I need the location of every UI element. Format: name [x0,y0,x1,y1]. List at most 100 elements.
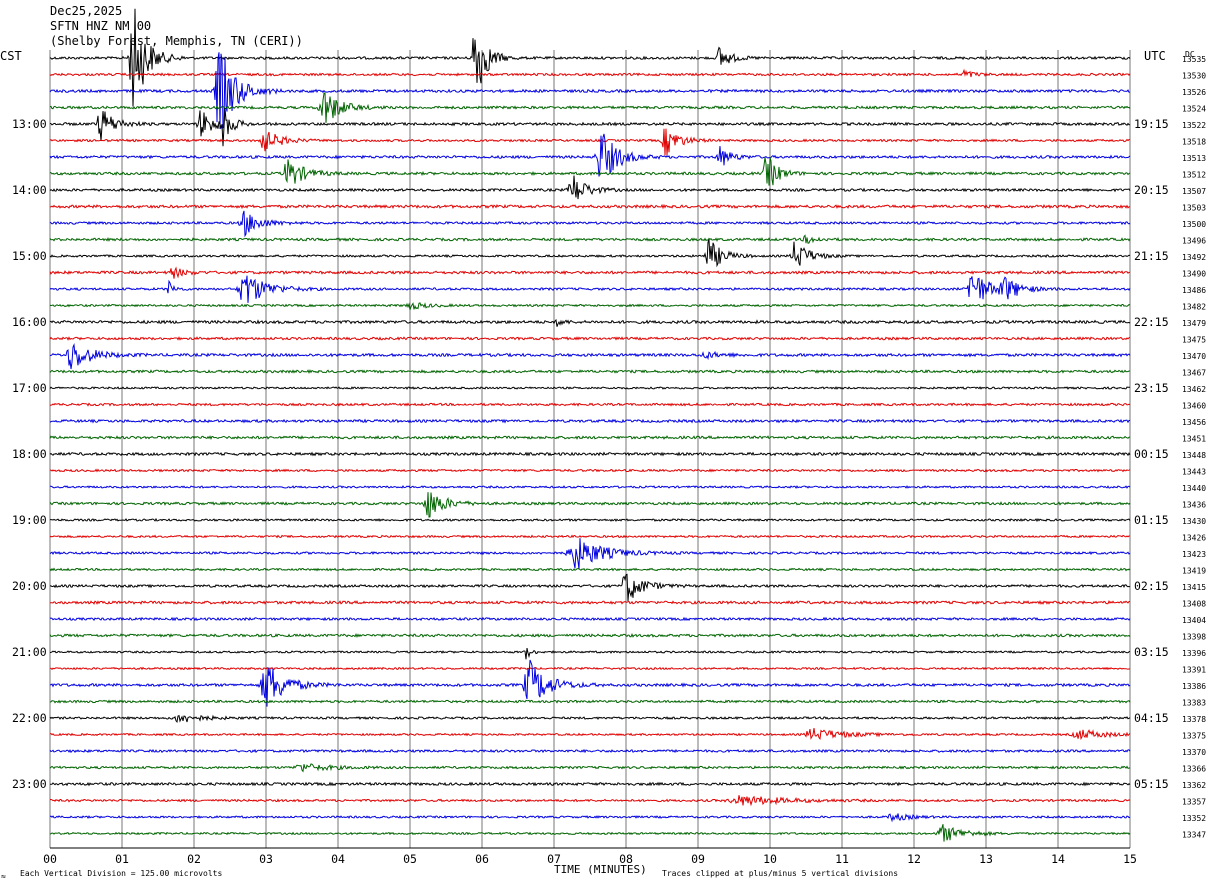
left-hour-label: 23:00 [12,777,47,791]
right-hour-label: 04:15 [1134,711,1169,725]
x-axis-ticks: 00 01 02 03 04 05 06 07 08 09 10 11 12 13 14 15 [43,852,1137,866]
left-hour-label: 17:00 [12,381,47,395]
dc-offset-label: 13408 [1182,600,1206,609]
dc-offset-label: 13370 [1182,748,1206,757]
trace-row [50,573,1131,602]
trace-row [49,824,1131,842]
dc-offset-label: 13440 [1182,484,1206,493]
trace-row [49,402,1131,407]
right-hour-label: 01:15 [1134,513,1169,527]
dc-offset-label: 13386 [1182,682,1206,691]
dc-offset-label: 13451 [1182,435,1206,444]
trace-row [49,813,1131,823]
dc-offset-label: 13507 [1182,187,1206,196]
right-hour-label: 19:15 [1134,117,1169,131]
dc-column-label: DC [1185,50,1195,59]
trace-row [49,386,1130,390]
dc-offset-label: 13443 [1182,468,1206,477]
trace-lines [49,8,1131,842]
dc-offset-label: 13426 [1182,534,1206,543]
trace-row [49,8,1131,107]
trace-row [49,763,1131,773]
dc-offset-label: 13415 [1182,583,1206,592]
x-tick-label: 10 [763,852,777,866]
station-location: (Shelby Forest, Memphis, TN (CERI)) [50,34,303,48]
trace-row [49,336,1131,341]
trace-row [49,748,1131,754]
trace-row [49,234,1131,244]
trace-row [49,647,1131,660]
dc-offset-label: 13396 [1182,649,1206,658]
dc-offset-label: 13512 [1182,171,1206,180]
trace-row [49,781,1131,787]
trace-row [49,133,1131,177]
x-tick-label: 01 [115,852,129,866]
x-tick-label: 02 [187,852,201,866]
trace-row [49,128,1131,156]
left-hour-label: 14:00 [12,183,47,197]
dc-offset-label: 13526 [1182,88,1206,97]
left-axis-label: CST [0,49,22,63]
dc-offset-label: 13518 [1182,138,1206,147]
right-hour-label: 03:15 [1134,645,1169,659]
trace-row [49,795,1131,807]
trace-row [49,369,1130,374]
x-tick-label: 08 [619,852,633,866]
dc-offset-labels: 13535 13530 13526 13524 13522 13518 13513 13512… [1182,55,1206,840]
corner-mark: ≈ [1,872,6,881]
trace-row [49,699,1131,704]
left-hour-label: 16:00 [12,315,47,329]
trace-row [49,343,1131,370]
dc-offset-label: 13490 [1182,270,1206,279]
right-hour-label: 22:15 [1134,315,1169,329]
left-hour-label: 15:00 [12,249,47,263]
dc-offset-label: 13530 [1182,72,1206,81]
trace-row [49,318,1131,327]
trace-row [49,534,1131,539]
grid-lines [49,50,1131,849]
trace-row [49,435,1131,440]
trace-row [49,492,1131,518]
trace-row [49,203,1131,210]
dc-offset-label: 13366 [1182,765,1206,774]
dc-offset-label: 13375 [1182,732,1206,741]
left-hour-label: 21:00 [12,645,47,659]
trace-row [49,52,1131,130]
dc-offset-label: 13496 [1182,237,1206,246]
trace-row [49,632,1131,638]
station-code: SFTN HNZ NM 00 [50,19,151,33]
scale-note: Each Vertical Division = 125.00 microvol… [20,869,222,878]
clip-note: Traces clipped at plus/minus 5 vertical … [662,869,898,878]
right-hour-label: 21:15 [1134,249,1169,263]
dc-offset-label: 13482 [1182,303,1206,312]
right-axis-label: UTC [1144,49,1166,63]
trace-row [49,714,1131,723]
trace-row [49,175,1131,200]
dc-offset-label: 13456 [1182,418,1206,427]
trace-row [49,600,1130,606]
dc-offset-label: 13398 [1182,633,1206,642]
trace-row [49,728,1131,741]
dc-offset-label: 13436 [1182,501,1206,510]
trace-row [49,468,1131,473]
left-hour-label: 18:00 [12,447,47,461]
dc-offset-label: 13378 [1182,715,1206,724]
dc-offset-label: 13460 [1182,402,1206,411]
left-hour-label: 20:00 [12,579,47,593]
trace-row [49,107,1130,147]
left-hour-label: 13:00 [12,117,47,131]
dc-offset-label: 13470 [1182,352,1206,361]
trace-row [49,302,1131,310]
chart-date: Dec25,2025 [50,4,122,18]
trace-row [49,210,1131,238]
dc-offset-label: 13513 [1182,154,1206,163]
x-tick-label: 11 [835,852,849,866]
x-tick-label: 13 [979,852,993,866]
dc-offset-label: 13522 [1182,121,1206,130]
right-hour-label: 20:15 [1134,183,1169,197]
dc-offset-label: 13383 [1182,699,1206,708]
trace-row [49,666,1131,671]
dc-offset-label: 13362 [1182,781,1206,790]
